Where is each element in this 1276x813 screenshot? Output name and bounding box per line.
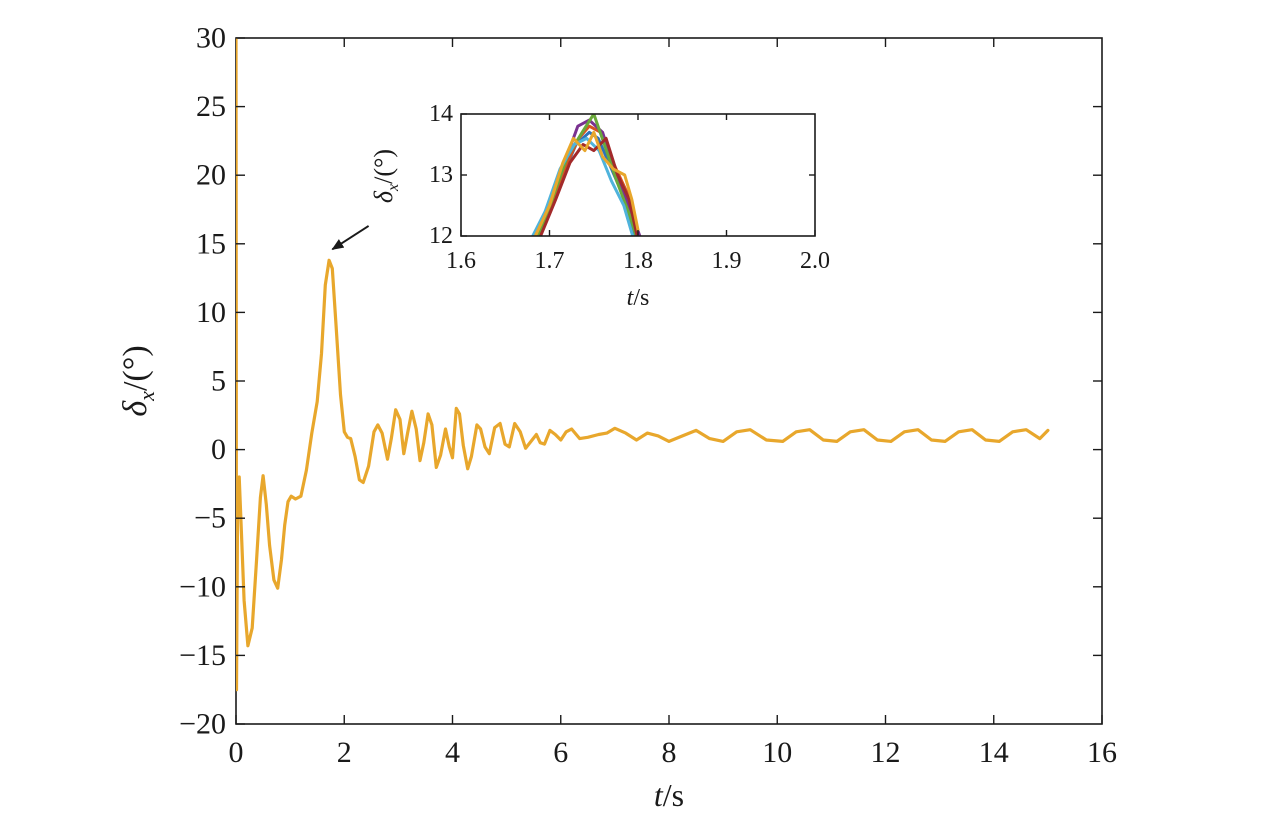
main-x-tick-label: 10 [762, 736, 792, 769]
peak-annotation-arrow [331, 225, 370, 251]
main-y-tick-label: 30 [196, 22, 226, 55]
inset-x-tick-label: 1.7 [535, 248, 565, 274]
main-y-tick-label: 20 [196, 159, 226, 192]
inset-y-axis-label: δx/(°) [369, 149, 402, 203]
main-x-axis-label: t/s [654, 777, 684, 813]
main-x-tick-label: 8 [662, 736, 677, 769]
main-y-tick-label: −15 [179, 639, 226, 672]
inset-y-ticks: 12 13 14 [429, 101, 815, 249]
main-y-tick-label: −5 [194, 502, 226, 535]
main-y-tick-label: 0 [211, 433, 226, 466]
main-y-tick-label: −10 [179, 570, 226, 603]
main-series-line-0 [236, 38, 1050, 692]
main-x-tick-label: 2 [337, 736, 352, 769]
inset-y-tick-label: 12 [429, 223, 453, 249]
inset-series-group [531, 114, 642, 236]
main-y-axis-label: δx/(°) [117, 345, 159, 416]
inset-x-tick-label: 1.6 [446, 248, 476, 274]
main-x-tick-label: 4 [445, 736, 460, 769]
main-y-ticks: −20 −15 −10 −5 0 5 10 15 20 25 30 [179, 22, 1102, 741]
inset-series-line-5 [539, 136, 639, 236]
inset-x-tick-label: 1.9 [712, 248, 742, 274]
main-y-tick-label: 10 [196, 296, 226, 329]
inset-series-line-6 [533, 130, 640, 236]
main-x-tick-label: 12 [871, 736, 901, 769]
inset-y-tick-label: 13 [429, 162, 453, 188]
main-y-tick-label: 15 [196, 227, 226, 260]
main-x-tick-label: 14 [979, 736, 1009, 769]
inset-x-tick-label: 1.8 [623, 248, 653, 274]
inset-plot: 1.6 1.7 1.8 1.9 2.0 12 13 14 t/s δx/(°) [369, 101, 830, 311]
main-plot: 0 2 4 6 8 10 12 14 16 −20 −15 −10 −5 0 5 10 15 20 25 30 t/… [117, 22, 1117, 813]
inset-x-axis-label: t/s [627, 285, 650, 311]
main-x-tick-label: 0 [229, 736, 244, 769]
main-x-ticks: 0 2 4 6 8 10 12 14 16 [229, 38, 1117, 769]
inset-x-tick-label: 2.0 [800, 248, 830, 274]
main-x-tick-label: 16 [1087, 736, 1117, 769]
inset-series-line-4 [531, 136, 635, 236]
main-series-group [236, 38, 1050, 692]
main-y-tick-label: 5 [211, 365, 226, 398]
main-x-tick-label: 6 [553, 736, 568, 769]
main-y-tick-label: 25 [196, 90, 226, 123]
inset-x-ticks: 1.6 1.7 1.8 1.9 2.0 [446, 114, 830, 274]
inset-background [461, 114, 815, 236]
main-y-tick-label: −20 [179, 708, 226, 741]
inset-y-tick-label: 14 [429, 101, 453, 127]
